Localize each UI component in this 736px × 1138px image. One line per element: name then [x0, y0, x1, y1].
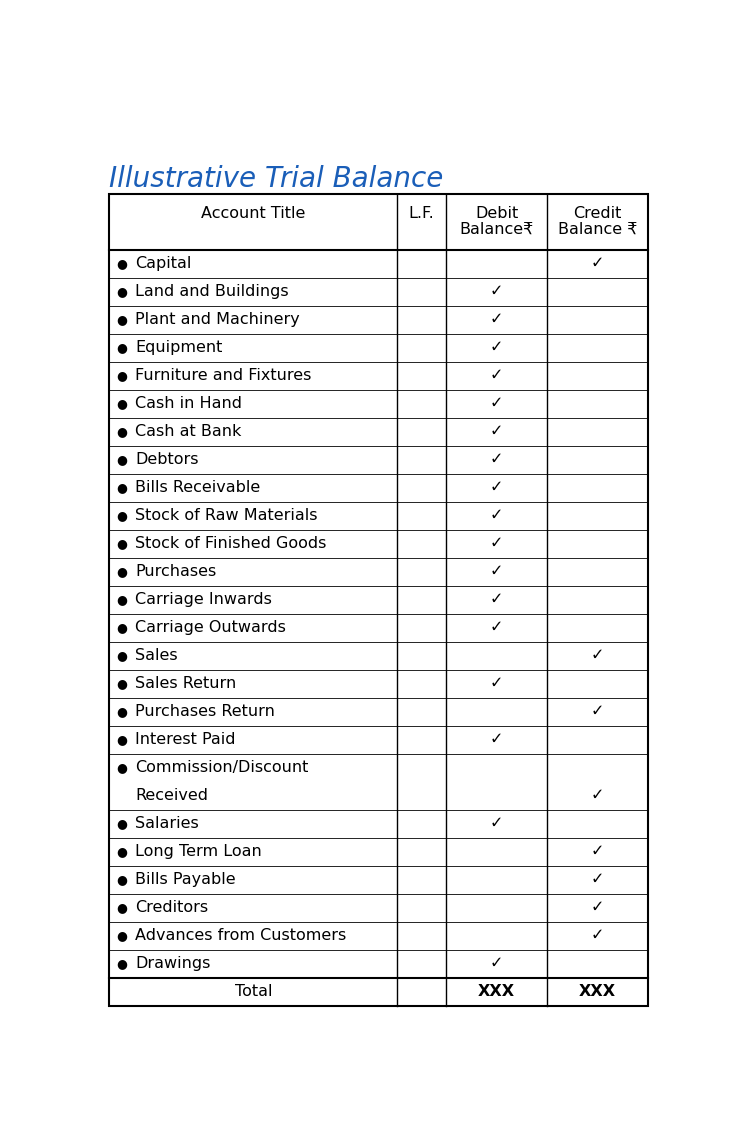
Text: ●: ● — [116, 426, 127, 438]
Text: Debit: Debit — [475, 206, 518, 221]
Text: ●: ● — [116, 733, 127, 747]
Text: ✓: ✓ — [591, 872, 604, 888]
Text: Land and Buildings: Land and Buildings — [135, 284, 289, 299]
Text: L.F.: L.F. — [409, 206, 435, 221]
Text: ✓: ✓ — [591, 704, 604, 719]
Text: ●: ● — [116, 677, 127, 690]
Text: Plant and Machinery: Plant and Machinery — [135, 312, 300, 327]
Text: ✓: ✓ — [490, 284, 503, 299]
Text: ●: ● — [116, 397, 127, 410]
Text: ✓: ✓ — [591, 649, 604, 663]
Text: ✓: ✓ — [591, 789, 604, 803]
Text: Furniture and Fixtures: Furniture and Fixtures — [135, 368, 311, 384]
Text: ✓: ✓ — [490, 592, 503, 608]
Text: ✓: ✓ — [591, 844, 604, 859]
Text: ✓: ✓ — [591, 929, 604, 943]
Text: Balance₹: Balance₹ — [459, 222, 534, 237]
Text: ✓: ✓ — [490, 732, 503, 748]
Text: XXX: XXX — [478, 984, 515, 999]
Text: Illustrative Trial Balance: Illustrative Trial Balance — [109, 165, 444, 193]
Text: ✓: ✓ — [490, 312, 503, 327]
Text: ●: ● — [116, 846, 127, 858]
Text: Interest Paid: Interest Paid — [135, 732, 236, 748]
Text: ✓: ✓ — [490, 480, 503, 495]
Text: Sales Return: Sales Return — [135, 676, 236, 691]
Text: ✓: ✓ — [490, 424, 503, 439]
Text: ✓: ✓ — [490, 620, 503, 635]
Text: Cash in Hand: Cash in Hand — [135, 396, 242, 411]
Text: ✓: ✓ — [490, 676, 503, 691]
Text: Commission/Discount: Commission/Discount — [135, 760, 308, 775]
Text: ●: ● — [116, 621, 127, 634]
Text: ●: ● — [116, 957, 127, 971]
Text: ✓: ✓ — [490, 452, 503, 467]
Text: Advances from Customers: Advances from Customers — [135, 929, 346, 943]
Text: ●: ● — [116, 481, 127, 494]
Text: ●: ● — [116, 284, 127, 298]
Text: ✓: ✓ — [490, 564, 503, 579]
Text: Carriage Outwards: Carriage Outwards — [135, 620, 286, 635]
Text: ✓: ✓ — [490, 816, 503, 831]
Text: ●: ● — [116, 369, 127, 382]
Text: Drawings: Drawings — [135, 956, 210, 972]
Text: Debtors: Debtors — [135, 452, 199, 467]
Text: ✓: ✓ — [490, 396, 503, 411]
Text: Balance ₹: Balance ₹ — [558, 222, 637, 237]
Text: Salaries: Salaries — [135, 816, 199, 831]
Text: ✓: ✓ — [591, 256, 604, 271]
Text: Equipment: Equipment — [135, 340, 222, 355]
Text: ●: ● — [116, 566, 127, 578]
Text: ●: ● — [116, 509, 127, 522]
Text: Credit: Credit — [573, 206, 622, 221]
Text: Bills Payable: Bills Payable — [135, 872, 236, 888]
Text: Purchases Return: Purchases Return — [135, 704, 275, 719]
Text: ●: ● — [116, 537, 127, 550]
Text: ✓: ✓ — [490, 509, 503, 523]
Text: Carriage Inwards: Carriage Inwards — [135, 592, 272, 608]
Text: Received: Received — [135, 789, 208, 803]
Text: ●: ● — [116, 313, 127, 327]
Text: Sales: Sales — [135, 649, 177, 663]
Text: ✓: ✓ — [490, 340, 503, 355]
Text: Stock of Raw Materials: Stock of Raw Materials — [135, 509, 317, 523]
Text: ●: ● — [116, 873, 127, 887]
Text: ●: ● — [116, 453, 127, 467]
Text: Long Term Loan: Long Term Loan — [135, 844, 262, 859]
Text: ●: ● — [116, 817, 127, 831]
Text: ●: ● — [116, 761, 127, 774]
Text: ✓: ✓ — [490, 368, 503, 384]
Text: Purchases: Purchases — [135, 564, 216, 579]
Text: Stock of Finished Goods: Stock of Finished Goods — [135, 536, 326, 551]
Text: ✓: ✓ — [490, 956, 503, 972]
Text: ●: ● — [116, 901, 127, 914]
Text: Total: Total — [235, 984, 272, 999]
Text: Account Title: Account Title — [201, 206, 305, 221]
Text: ●: ● — [116, 930, 127, 942]
Text: Cash at Bank: Cash at Bank — [135, 424, 241, 439]
Text: XXX: XXX — [579, 984, 616, 999]
Text: ●: ● — [116, 257, 127, 270]
Text: Bills Receivable: Bills Receivable — [135, 480, 261, 495]
Text: ✓: ✓ — [490, 536, 503, 551]
Text: ●: ● — [116, 649, 127, 662]
Text: ●: ● — [116, 706, 127, 718]
Text: ●: ● — [116, 593, 127, 607]
Text: ●: ● — [116, 341, 127, 354]
Text: Creditors: Creditors — [135, 900, 208, 915]
Text: Capital: Capital — [135, 256, 191, 271]
Text: ✓: ✓ — [591, 900, 604, 915]
